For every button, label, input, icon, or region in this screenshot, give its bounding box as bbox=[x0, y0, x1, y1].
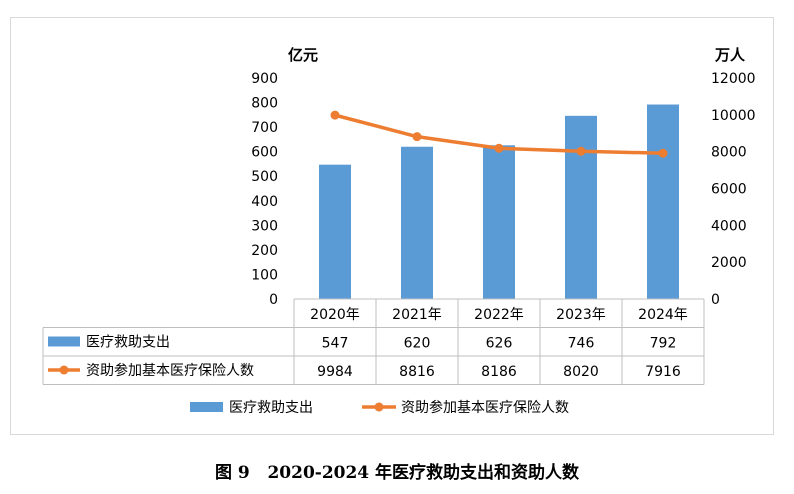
bar bbox=[647, 104, 679, 300]
line-point bbox=[330, 110, 340, 120]
y-left-tick-label: 200 bbox=[251, 243, 278, 259]
bar bbox=[565, 115, 597, 299]
bar bbox=[401, 146, 433, 299]
x-tick-label: 2020年 bbox=[310, 307, 360, 323]
y-left-tick-label: 600 bbox=[251, 145, 278, 161]
table-value: 7916 bbox=[645, 364, 681, 380]
y-left-tick-label: 300 bbox=[251, 218, 278, 234]
table-value: 8020 bbox=[563, 364, 599, 380]
x-tick-label: 2023年 bbox=[556, 307, 606, 323]
table-value: 8816 bbox=[399, 364, 435, 380]
table-value: 792 bbox=[650, 336, 677, 352]
y-left-tick-label: 500 bbox=[251, 169, 278, 185]
chart-frame: 亿元 万人 0 100 200 300 400 500 600 700 800 900 0 2000 400… bbox=[10, 17, 774, 435]
table-series-name: 医疗救助支出 bbox=[86, 335, 170, 351]
legend-label: 资助参加基本医疗保险人数 bbox=[401, 399, 569, 416]
y-left-tick-label: 700 bbox=[251, 120, 278, 136]
table-legend-key-marker bbox=[59, 365, 69, 375]
y-right-tick-label: 2000 bbox=[711, 255, 747, 271]
x-tick-label: 2024年 bbox=[638, 307, 688, 323]
table-value: 8186 bbox=[481, 364, 517, 380]
y-right-tick-label: 8000 bbox=[711, 145, 747, 161]
line-point bbox=[494, 143, 504, 153]
y-right-tick-label: 10000 bbox=[711, 108, 756, 124]
line-point bbox=[576, 146, 586, 156]
legend-key-bar bbox=[190, 402, 223, 412]
bar bbox=[483, 145, 515, 299]
table-value: 620 bbox=[404, 336, 431, 352]
x-tick-label: 2021年 bbox=[392, 307, 442, 323]
x-tick-label: 2022年 bbox=[474, 307, 524, 323]
y-right-tick-label: 12000 bbox=[711, 71, 756, 87]
caption-title: 2020-2024 年医疗救助支出和资助人数 bbox=[267, 463, 580, 483]
y-left-tick-label: 0 bbox=[269, 292, 278, 308]
y-right-unit: 万人 bbox=[714, 46, 746, 64]
table-value: 746 bbox=[568, 336, 595, 352]
table-value: 547 bbox=[322, 336, 349, 352]
line-point bbox=[412, 132, 422, 142]
caption-figure-number: 图 9 bbox=[214, 463, 250, 483]
table-value: 9984 bbox=[317, 364, 353, 380]
y-left-tick-label: 400 bbox=[251, 194, 278, 210]
chart-svg: 亿元 万人 0 100 200 300 400 500 600 700 800 900 0 2000 400… bbox=[42, 46, 756, 416]
y-right-tick-label: 4000 bbox=[711, 218, 747, 234]
table-legend-key-bar bbox=[48, 336, 80, 347]
y-left-tick-label: 900 bbox=[251, 71, 278, 87]
line-point bbox=[658, 148, 668, 158]
table-value: 626 bbox=[486, 336, 513, 352]
y-right-tick-label: 6000 bbox=[711, 182, 747, 198]
y-left-unit: 亿元 bbox=[288, 46, 318, 64]
legend-key-marker bbox=[374, 402, 384, 412]
y-left-tick-label: 800 bbox=[251, 96, 278, 112]
y-left-tick-label: 100 bbox=[251, 267, 278, 283]
y-right-tick-label: 0 bbox=[711, 292, 720, 308]
table-series-name: 资助参加基本医疗保险人数 bbox=[86, 362, 254, 379]
legend-label: 医疗救助支出 bbox=[229, 400, 313, 416]
bar bbox=[319, 164, 351, 299]
figure-caption: 图 9 2020-2024 年医疗救助支出和资助人数 bbox=[0, 458, 794, 483]
